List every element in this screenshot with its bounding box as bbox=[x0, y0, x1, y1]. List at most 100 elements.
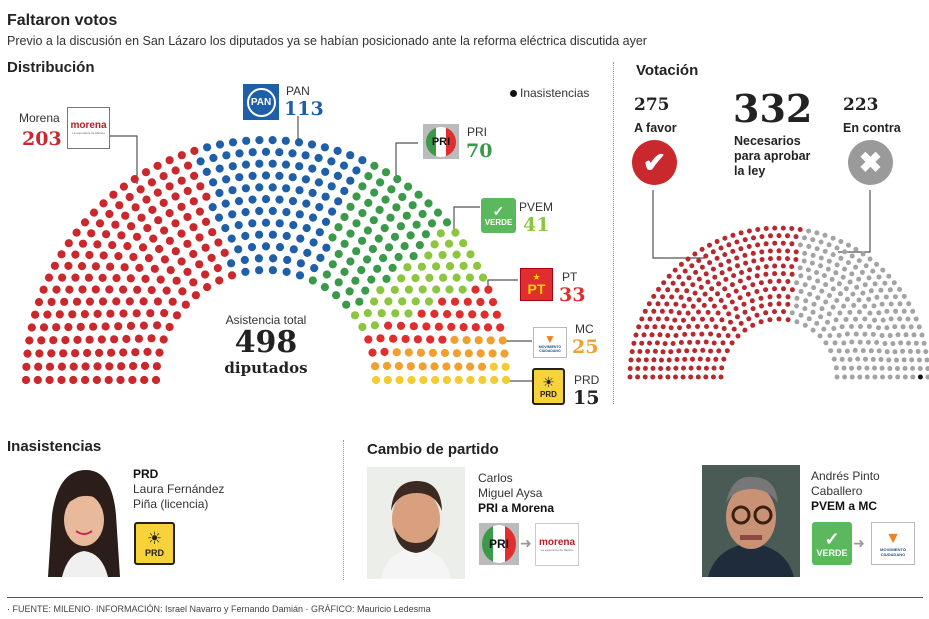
seat-pan bbox=[227, 259, 236, 268]
seat-morena bbox=[201, 270, 210, 279]
seat-pri bbox=[418, 209, 427, 219]
seat-a-favor bbox=[660, 349, 666, 355]
seat-pri bbox=[380, 224, 389, 233]
seat-a-favor bbox=[703, 365, 709, 371]
seat-a-favor bbox=[754, 289, 760, 294]
seat-en-contra bbox=[833, 365, 839, 371]
seat-a-favor bbox=[690, 282, 696, 288]
pvem-logo-text: VERDE bbox=[484, 218, 513, 227]
prd-label: PRD bbox=[574, 373, 600, 387]
seat-morena bbox=[143, 347, 152, 356]
seat-a-favor bbox=[662, 341, 668, 347]
seat-morena bbox=[153, 161, 162, 170]
seat-en-contra bbox=[872, 281, 878, 287]
seat-pri bbox=[340, 239, 349, 248]
seat-pt bbox=[447, 322, 456, 331]
seat-pri bbox=[322, 270, 331, 279]
seat-morena bbox=[195, 260, 204, 269]
seat-a-favor bbox=[793, 249, 799, 255]
seat-en-contra bbox=[898, 340, 904, 346]
seat-a-favor bbox=[763, 287, 769, 293]
seat-a-favor bbox=[737, 278, 743, 284]
seat-a-favor bbox=[718, 298, 724, 303]
seat-a-favor bbox=[797, 227, 803, 232]
pt-logo: ★ PT bbox=[520, 268, 553, 301]
seat-a-favor bbox=[696, 365, 702, 371]
seat-morena bbox=[44, 273, 54, 282]
seat-a-favor bbox=[642, 308, 648, 314]
seat-pvem bbox=[432, 262, 441, 271]
attendance-block: Asistencia total 498 diputados bbox=[206, 313, 326, 377]
seat-a-favor bbox=[682, 268, 688, 274]
pvem-count: 41 bbox=[523, 214, 550, 236]
seat-en-contra bbox=[815, 278, 821, 284]
seat-a-favor bbox=[759, 249, 765, 255]
seat-en-contra bbox=[859, 269, 865, 275]
person2-info: Andrés Pinto Caballero PVEM a MC bbox=[811, 469, 880, 514]
seat-a-favor bbox=[627, 366, 633, 371]
seat-a-favor bbox=[664, 316, 670, 322]
seat-morena bbox=[45, 362, 55, 371]
seat-morena bbox=[144, 254, 153, 263]
morena-logo-small-tagline: La esperanza de México bbox=[540, 547, 574, 552]
seat-morena bbox=[68, 310, 77, 319]
seat-pri bbox=[340, 267, 349, 276]
seat-morena bbox=[122, 334, 131, 344]
seat-pt bbox=[409, 322, 418, 331]
pri-count: 70 bbox=[466, 140, 493, 162]
seat-pan bbox=[269, 254, 278, 263]
seat-a-favor bbox=[627, 374, 633, 380]
seat-en-contra bbox=[910, 365, 916, 371]
seat-en-contra bbox=[818, 314, 824, 320]
footer-credits: · FUENTE: MILENIO· INFORMACIÓN: Israel N… bbox=[7, 604, 431, 614]
seat-a-favor bbox=[681, 303, 687, 309]
seat-pri bbox=[355, 297, 364, 306]
seat-pri bbox=[364, 198, 373, 207]
seat-morena bbox=[98, 297, 108, 306]
seat-morena bbox=[23, 349, 32, 358]
seat-a-favor bbox=[682, 356, 688, 362]
seat-a-favor bbox=[644, 324, 650, 330]
seat-en-contra bbox=[894, 357, 899, 363]
seat-a-favor bbox=[636, 324, 642, 330]
seat-pri bbox=[433, 208, 443, 217]
seat-a-favor bbox=[734, 314, 740, 320]
seat-a-favor bbox=[665, 374, 671, 380]
seat-pvem bbox=[424, 297, 434, 306]
seat-morena bbox=[213, 264, 222, 273]
seat-prd bbox=[490, 375, 499, 385]
favor-leader bbox=[652, 190, 705, 259]
seat-mc bbox=[462, 336, 471, 345]
seat-morena bbox=[137, 213, 146, 222]
seat-a-favor bbox=[711, 340, 717, 346]
seat-morena bbox=[159, 198, 168, 207]
seat-a-favor bbox=[737, 295, 743, 301]
seat-a-favor bbox=[674, 287, 680, 293]
seat-a-favor bbox=[754, 273, 760, 279]
favor-number: 275 bbox=[634, 95, 670, 115]
seat-en-contra bbox=[798, 289, 804, 294]
photo-andres-pinto bbox=[702, 465, 800, 577]
prd-count: 15 bbox=[573, 387, 600, 409]
seat-a-favor bbox=[767, 294, 773, 300]
seat-a-favor bbox=[746, 244, 752, 249]
pri-logo-text: PRI bbox=[431, 135, 451, 148]
seat-en-contra bbox=[872, 317, 877, 323]
attendance-unit: diputados bbox=[224, 359, 308, 377]
seat-a-favor bbox=[692, 290, 698, 296]
seat-en-contra bbox=[830, 304, 836, 310]
seat-en-contra bbox=[856, 258, 862, 264]
seat-en-contra bbox=[924, 357, 929, 363]
seat-pri bbox=[400, 242, 409, 251]
seat-en-contra bbox=[810, 237, 816, 243]
seat-en-contra bbox=[876, 325, 881, 331]
seat-a-favor bbox=[735, 263, 740, 269]
morena-logo-text: morena bbox=[70, 120, 107, 131]
seat-en-contra bbox=[908, 324, 914, 330]
seat-pan bbox=[202, 167, 211, 176]
seat-pt bbox=[430, 309, 439, 318]
seat-a-favor bbox=[716, 281, 722, 287]
seat-morena bbox=[201, 243, 210, 252]
seat-morena bbox=[136, 185, 145, 194]
needed-label-line3: la ley bbox=[734, 164, 766, 178]
